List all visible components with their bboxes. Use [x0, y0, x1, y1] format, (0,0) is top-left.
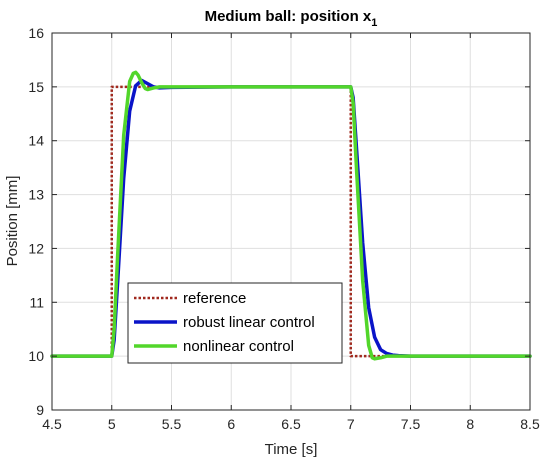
x-tick-label: 8.5: [520, 416, 540, 432]
x-tick-label: 8: [466, 416, 474, 432]
x-tick-label: 5: [108, 416, 116, 432]
ticks: 4.5 5 5.5 6 6.5 7 7.5 8 8.5 9 10 11 12 13 14 15 16: [28, 25, 540, 432]
x-tick-label: 6: [227, 416, 235, 432]
x-tick-label: 7: [347, 416, 355, 432]
y-tick-label: 13: [28, 187, 44, 203]
series-line-nonlinear-control: [50, 70, 532, 361]
legend-label-nonlinear-control: nonlinear control: [183, 338, 294, 355]
x-tick-label: 5.5: [162, 416, 182, 432]
y-tick-label: 16: [28, 25, 44, 41]
y-tick-label: 12: [28, 240, 44, 256]
chart-title: Medium ball: position x1: [205, 8, 378, 29]
x-axis-label: Time [s]: [265, 441, 318, 458]
chart-title-main: Medium ball: position x: [205, 8, 372, 25]
chart-title-subscript: 1: [371, 17, 377, 29]
legend: reference robust linear control nonlinear …: [127, 282, 343, 364]
y-tick-label: 14: [28, 133, 44, 149]
y-axis-label: Position [mm]: [4, 176, 21, 267]
series-layer: [50, 70, 532, 361]
y-tick-label: 10: [28, 348, 44, 364]
x-tick-label: 7.5: [401, 416, 421, 432]
legend-label-reference: reference: [183, 290, 246, 307]
y-tick-label: 15: [28, 79, 44, 95]
y-tick-label: 11: [29, 294, 44, 310]
x-tick-label: 4.5: [42, 416, 62, 432]
y-tick-label: 9: [36, 402, 44, 418]
legend-label-robust-linear-control: robust linear control: [183, 314, 315, 331]
x-tick-label: 6.5: [281, 416, 301, 432]
